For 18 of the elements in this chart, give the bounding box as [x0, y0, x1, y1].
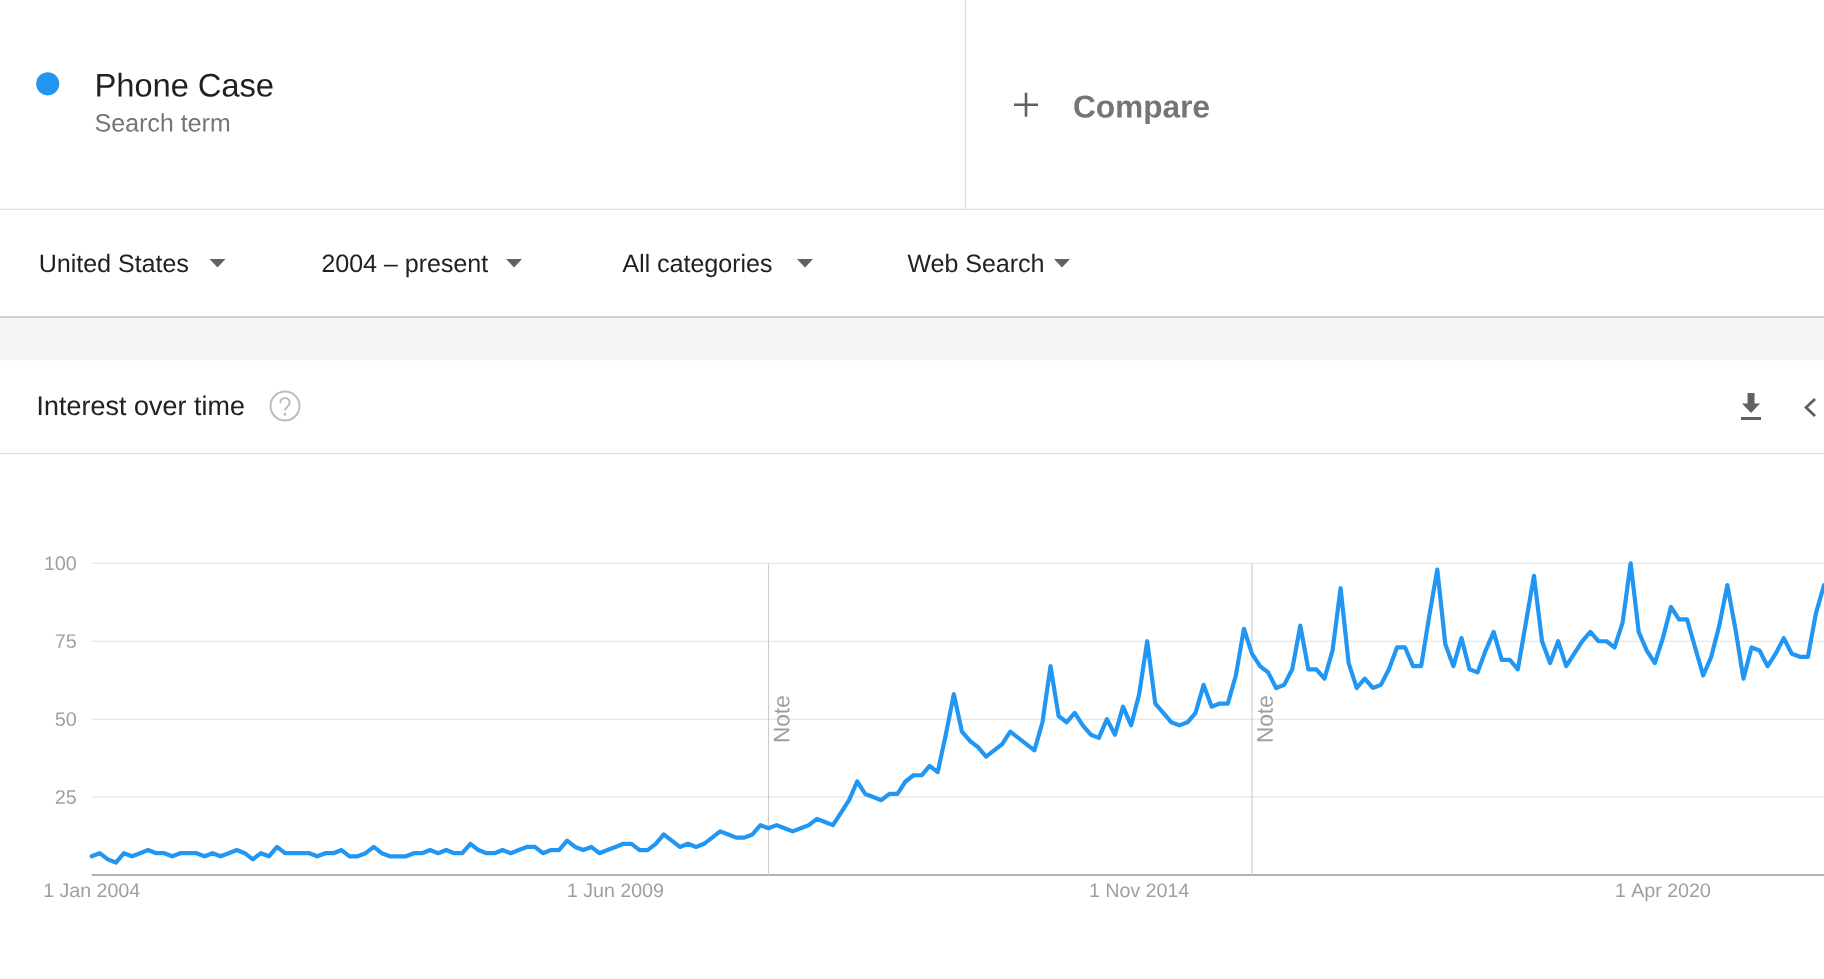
y-tick-label: 25	[55, 790, 76, 805]
ref-line-label: Note	[773, 696, 790, 742]
text: Search term	[95, 113, 230, 132]
x-tick-label: 1 Nov 2014	[1090, 883, 1189, 898]
y-tick-label: 75	[55, 634, 76, 649]
text: 2004 – present	[322, 254, 488, 278]
y-tick-label: 50	[55, 712, 76, 727]
ref-line-label: Note	[1257, 696, 1273, 742]
x-tick-label: 1 Jun 2009	[568, 883, 663, 898]
chart-title: Interest over time	[38, 395, 244, 416]
text: United States	[40, 253, 188, 273]
text: Web Search	[907, 253, 1043, 273]
text: All categories	[622, 253, 772, 278]
x-tick-label: 1 Apr 2020	[1616, 883, 1711, 902]
x-tick-label: 1 Jan 2004	[44, 883, 140, 898]
y-tick-label: 100	[45, 556, 76, 571]
legend-label: Phone Case	[97, 72, 273, 97]
text: Compare	[1074, 95, 1209, 125]
